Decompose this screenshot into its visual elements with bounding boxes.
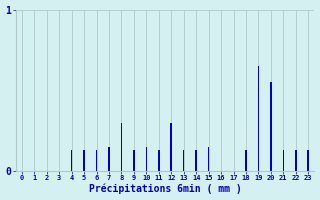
Bar (196, 150, 197, 171)
Bar (283, 150, 284, 171)
Bar (133, 150, 135, 171)
Bar (208, 147, 209, 171)
Bar (121, 123, 122, 171)
Bar (146, 147, 147, 171)
Bar (308, 150, 309, 171)
Bar (158, 150, 160, 171)
Bar (83, 150, 85, 171)
X-axis label: Précipitations 6min ( mm ): Précipitations 6min ( mm ) (89, 184, 241, 194)
Bar (108, 147, 110, 171)
Bar (183, 150, 184, 171)
Bar (171, 123, 172, 171)
Bar (270, 82, 272, 171)
Bar (295, 150, 297, 171)
Bar (96, 150, 97, 171)
Bar (245, 150, 247, 171)
Bar (258, 66, 259, 171)
Bar (71, 150, 72, 171)
